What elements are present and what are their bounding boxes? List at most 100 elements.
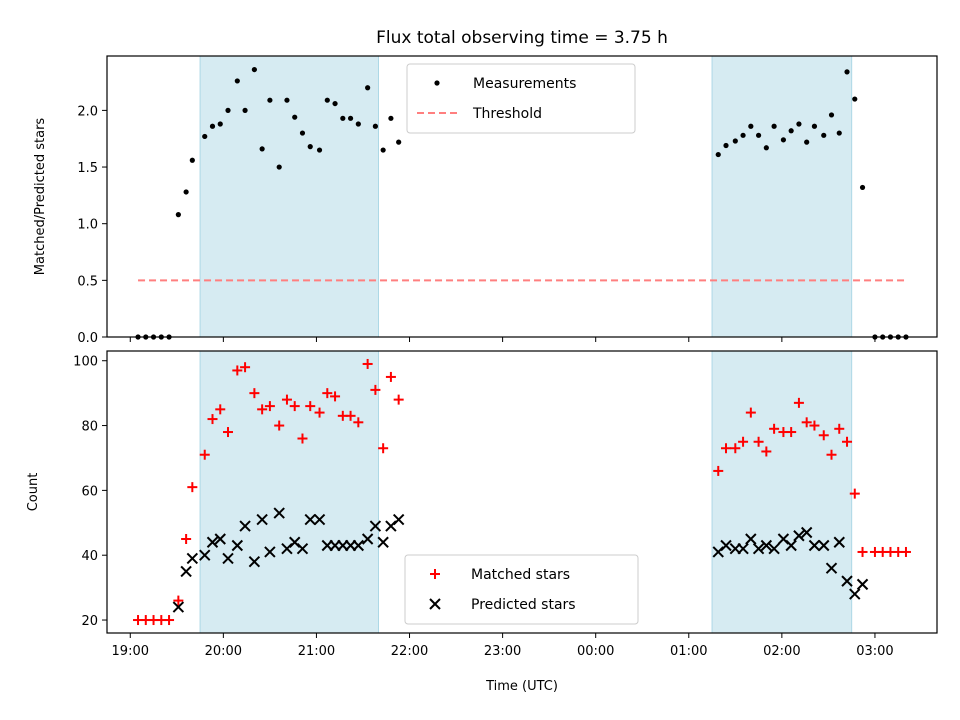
bottom-x-point-34 (760, 539, 773, 552)
bottom-plus-point-5 (173, 595, 184, 606)
top-panel: 0.0 0.5 1.0 1.5 2.0 Matched/Predicted stars Me… (33, 55, 938, 346)
bottom-x-point-42-b (825, 562, 838, 574)
x-tick-label-7: 02:00 (763, 644, 800, 659)
top-dot-point-8 (202, 133, 208, 140)
top-dot-point-33 (715, 151, 721, 158)
bottom-plus-point-47 (826, 449, 837, 460)
bottom-x-point-11 (264, 546, 276, 558)
top-dot-point-12 (234, 78, 240, 84)
bottom-x-point-31 (737, 543, 749, 555)
top-dot-point-31 (388, 115, 394, 121)
bottom-x-point-36-b (777, 533, 790, 545)
bottom-x-point-45 (849, 588, 861, 600)
bottom-x-point-34-b (760, 539, 773, 552)
bottom-x-point-12 (273, 507, 285, 519)
bottom-x-point-37-b (785, 539, 797, 552)
top-dot-point-17 (276, 164, 282, 170)
bottom-x-point-5 (214, 533, 226, 545)
bottom-x-point-9-b (248, 555, 261, 568)
top-dot-point-9 (209, 123, 216, 129)
bottom-y-tick-label-4: 100 (73, 355, 98, 370)
bottom-x-point-15-b (296, 543, 309, 555)
bottom-x-point-22 (352, 539, 365, 552)
bottom-plus-point-11 (223, 427, 234, 438)
bottom-x-point-45-b (849, 588, 861, 600)
bottom-plus-point-44 (801, 417, 812, 428)
bottom-plus-point-29 (370, 384, 381, 395)
bottom-plus-point-32 (393, 394, 404, 405)
bottom-x-point-44 (841, 575, 853, 587)
top-dot-point-37 (748, 123, 754, 129)
top-dot-point-36 (740, 132, 746, 138)
bottom-x-point-25-b (377, 536, 389, 548)
top-dot-point-51 (859, 184, 866, 191)
bottom-observing-span-1 (711, 350, 853, 634)
bottom-x-point-40 (808, 539, 821, 552)
bottom-x-point-27-b (392, 513, 405, 526)
bottom-plus-point-20 (297, 433, 308, 444)
bottom-plus-point-34 (721, 443, 732, 454)
top-dot-point-39 (763, 145, 769, 151)
bottom-y-tick-label-2: 60 (81, 484, 98, 499)
top-dot-point-27 (355, 121, 361, 127)
top-legend: Measurements Threshold (406, 63, 636, 134)
bottom-x-point-2-b (186, 552, 199, 565)
top-dot-point-19 (292, 114, 298, 120)
top-dot-point-29 (372, 123, 378, 129)
bottom-x-point-46 (856, 578, 869, 591)
bottom-y-axis-label: Count (26, 473, 41, 512)
bottom-x-point-41 (818, 539, 830, 552)
chart-title: Flux total observing time = 3.75 h (376, 28, 668, 48)
top-dot-point-7 (189, 157, 195, 163)
top-y-tick-label-4: 2.0 (77, 104, 98, 119)
bottom-x-point-23-b (361, 533, 374, 545)
bottom-y-tick-label-0: 20 (81, 614, 98, 629)
bottom-x-point-44-b (841, 575, 853, 587)
bottom-x-point-33 (752, 543, 765, 555)
bottom-x-point-46-b (856, 578, 869, 591)
x-tick-label-6: 01:00 (670, 644, 707, 659)
bottom-x-point-27 (392, 513, 405, 526)
bottom-x-point-7-b (231, 539, 244, 552)
bottom-plus-point-8 (199, 449, 210, 460)
bottom-legend: Matched stars Predicted stars (404, 554, 639, 625)
bottom-plus-point-37 (745, 407, 756, 418)
bottom-x-point-22-b (352, 539, 365, 552)
bottom-x-point-35 (768, 543, 780, 555)
bottom-x-point-10-b (256, 513, 268, 526)
top-dot-point-30 (380, 147, 386, 153)
top-dot-point-14 (251, 66, 257, 73)
bottom-plus-point-7 (187, 482, 198, 493)
x-tick-label-5: 00:00 (577, 644, 614, 659)
bottom-x-point-32 (745, 533, 757, 545)
bottom-x-point-41-b (818, 539, 830, 552)
top-y-tick-label-3: 1.5 (77, 161, 98, 176)
bottom-plus-point-10 (215, 404, 226, 415)
bottom-observing-span-0 (199, 350, 379, 634)
bottom-plus-point-27 (353, 417, 364, 428)
bottom-plus-point-43 (793, 397, 804, 408)
x-tick-label-2: 21:00 (298, 644, 335, 659)
bottom-plus-point-48 (834, 423, 845, 434)
bottom-x-point-35-b (768, 543, 780, 555)
top-dot-point-20 (299, 130, 306, 136)
bottom-plus-point-14 (249, 388, 260, 399)
top-dot-point-24 (332, 100, 338, 107)
bottom-x-point-6 (222, 552, 234, 565)
bottom-plus-point-30 (378, 443, 389, 454)
top-legend-label-1: Threshold (472, 106, 542, 122)
bottom-x-point-38-b (793, 530, 805, 542)
bottom-x-point-15 (296, 543, 309, 555)
bottom-x-point-24-b (369, 520, 382, 532)
top-dot-point-25 (340, 115, 346, 121)
top-dot-point-21 (307, 144, 313, 150)
bottom-x-point-33-b (752, 543, 765, 555)
bottom-y-tick-label-1: 40 (81, 549, 98, 564)
bottom-x-point-16-b (304, 513, 316, 526)
top-dot-point-5 (175, 212, 181, 218)
top-y-tick-label-0: 0.0 (77, 331, 98, 346)
top-y-tick-label-2: 1.0 (77, 218, 98, 233)
top-dot-point-10 (217, 121, 223, 127)
bottom-plus-point-18 (281, 394, 292, 405)
